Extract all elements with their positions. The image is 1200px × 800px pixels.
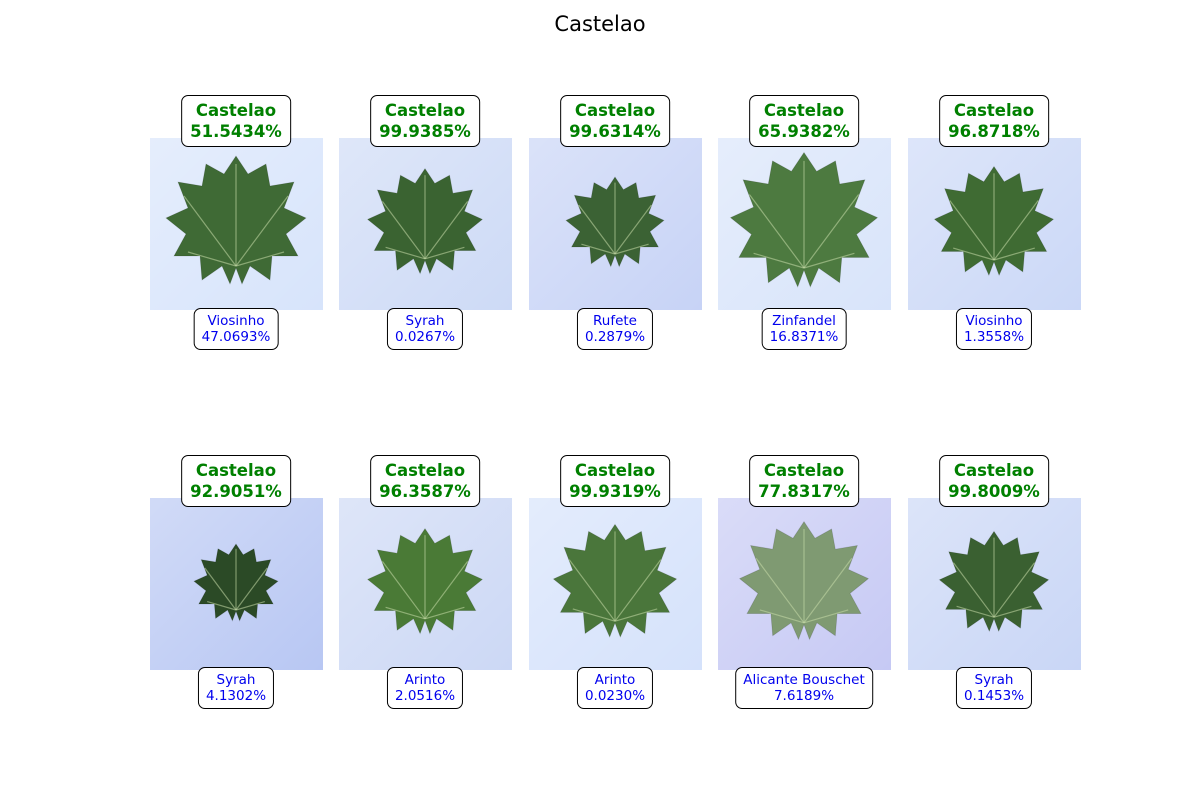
prediction-name: Syrah bbox=[974, 672, 1014, 688]
true-label-percent: 99.9385% bbox=[379, 122, 471, 141]
true-label-name: Castelao bbox=[574, 101, 656, 120]
prediction-label-box: Syrah 4.1302% bbox=[197, 667, 275, 709]
true-label-box: Castelao 51.5434% bbox=[181, 95, 291, 147]
true-label-percent: 65.9382% bbox=[758, 122, 850, 141]
true-label-name: Castelao bbox=[763, 101, 845, 120]
true-label-percent: 92.9051% bbox=[190, 482, 282, 501]
prediction-label-box: Rufete 0.2879% bbox=[576, 308, 654, 350]
prediction-label-box: Viosinho 47.0693% bbox=[193, 308, 279, 350]
true-label-box: Castelao 99.9319% bbox=[560, 455, 670, 507]
true-label-percent: 99.9319% bbox=[569, 482, 661, 501]
true-label-box: Castelao 65.9382% bbox=[749, 95, 859, 147]
true-label-name: Castelao bbox=[953, 101, 1035, 120]
prediction-percent: 0.0267% bbox=[394, 329, 456, 345]
prediction-name: Alicante Bouschet bbox=[743, 672, 865, 688]
prediction-name: Arinto bbox=[404, 672, 446, 688]
prediction-label-box: Alicante Bouschet 7.6189% bbox=[735, 667, 873, 709]
prediction-name: Arinto bbox=[594, 672, 636, 688]
prediction-name: Zinfandel bbox=[772, 313, 836, 329]
prediction-name: Viosinho bbox=[965, 313, 1023, 329]
leaf-photo bbox=[150, 498, 323, 670]
true-label-name: Castelao bbox=[574, 461, 656, 480]
true-label-name: Castelao bbox=[195, 101, 277, 120]
leaf-photo bbox=[339, 138, 512, 310]
true-label-name: Castelao bbox=[763, 461, 845, 480]
true-label-name: Castelao bbox=[953, 461, 1035, 480]
prediction-label-box: Arinto 0.0230% bbox=[576, 667, 654, 709]
prediction-name: Syrah bbox=[216, 672, 256, 688]
true-label-box: Castelao 92.9051% bbox=[181, 455, 291, 507]
true-label-box: Castelao 99.9385% bbox=[370, 95, 480, 147]
leaf-photo bbox=[339, 498, 512, 670]
true-label-box: Castelao 96.8718% bbox=[939, 95, 1049, 147]
prediction-percent: 47.0693% bbox=[201, 329, 271, 345]
true-label-name: Castelao bbox=[195, 461, 277, 480]
prediction-percent: 16.8371% bbox=[769, 329, 839, 345]
leaf-photo bbox=[908, 138, 1081, 310]
prediction-percent: 4.1302% bbox=[205, 688, 267, 704]
true-label-box: Castelao 99.6314% bbox=[560, 95, 670, 147]
leaf-photo bbox=[908, 498, 1081, 670]
true-label-percent: 96.8718% bbox=[948, 122, 1040, 141]
prediction-label-box: Zinfandel 16.8371% bbox=[761, 308, 847, 350]
prediction-percent: 7.6189% bbox=[773, 688, 835, 704]
leaf-photo bbox=[529, 498, 702, 670]
true-label-name: Castelao bbox=[384, 101, 466, 120]
prediction-name: Viosinho bbox=[207, 313, 265, 329]
leaf-photo bbox=[718, 138, 891, 310]
true-label-percent: 99.8009% bbox=[948, 482, 1040, 501]
true-label-percent: 51.5434% bbox=[190, 122, 282, 141]
true-label-box: Castelao 96.3587% bbox=[370, 455, 480, 507]
prediction-name: Rufete bbox=[592, 313, 637, 329]
prediction-name: Syrah bbox=[405, 313, 445, 329]
leaf-photo bbox=[529, 138, 702, 310]
prediction-label-box: Syrah 0.1453% bbox=[955, 667, 1033, 709]
true-label-box: Castelao 99.8009% bbox=[939, 455, 1049, 507]
true-label-percent: 77.8317% bbox=[758, 482, 850, 501]
prediction-percent: 2.0516% bbox=[394, 688, 456, 704]
prediction-label-box: Arinto 2.0516% bbox=[386, 667, 464, 709]
leaf-photo bbox=[718, 498, 891, 670]
prediction-label-box: Viosinho 1.3558% bbox=[955, 308, 1033, 350]
prediction-percent: 0.0230% bbox=[584, 688, 646, 704]
true-label-percent: 96.3587% bbox=[379, 482, 471, 501]
prediction-percent: 1.3558% bbox=[963, 329, 1025, 345]
prediction-percent: 0.1453% bbox=[963, 688, 1025, 704]
leaf-photo bbox=[150, 138, 323, 310]
prediction-percent: 0.2879% bbox=[584, 329, 646, 345]
true-label-box: Castelao 77.8317% bbox=[749, 455, 859, 507]
figure-title: Castelao bbox=[554, 12, 646, 36]
prediction-label-box: Syrah 0.0267% bbox=[386, 308, 464, 350]
true-label-name: Castelao bbox=[384, 461, 466, 480]
true-label-percent: 99.6314% bbox=[569, 122, 661, 141]
